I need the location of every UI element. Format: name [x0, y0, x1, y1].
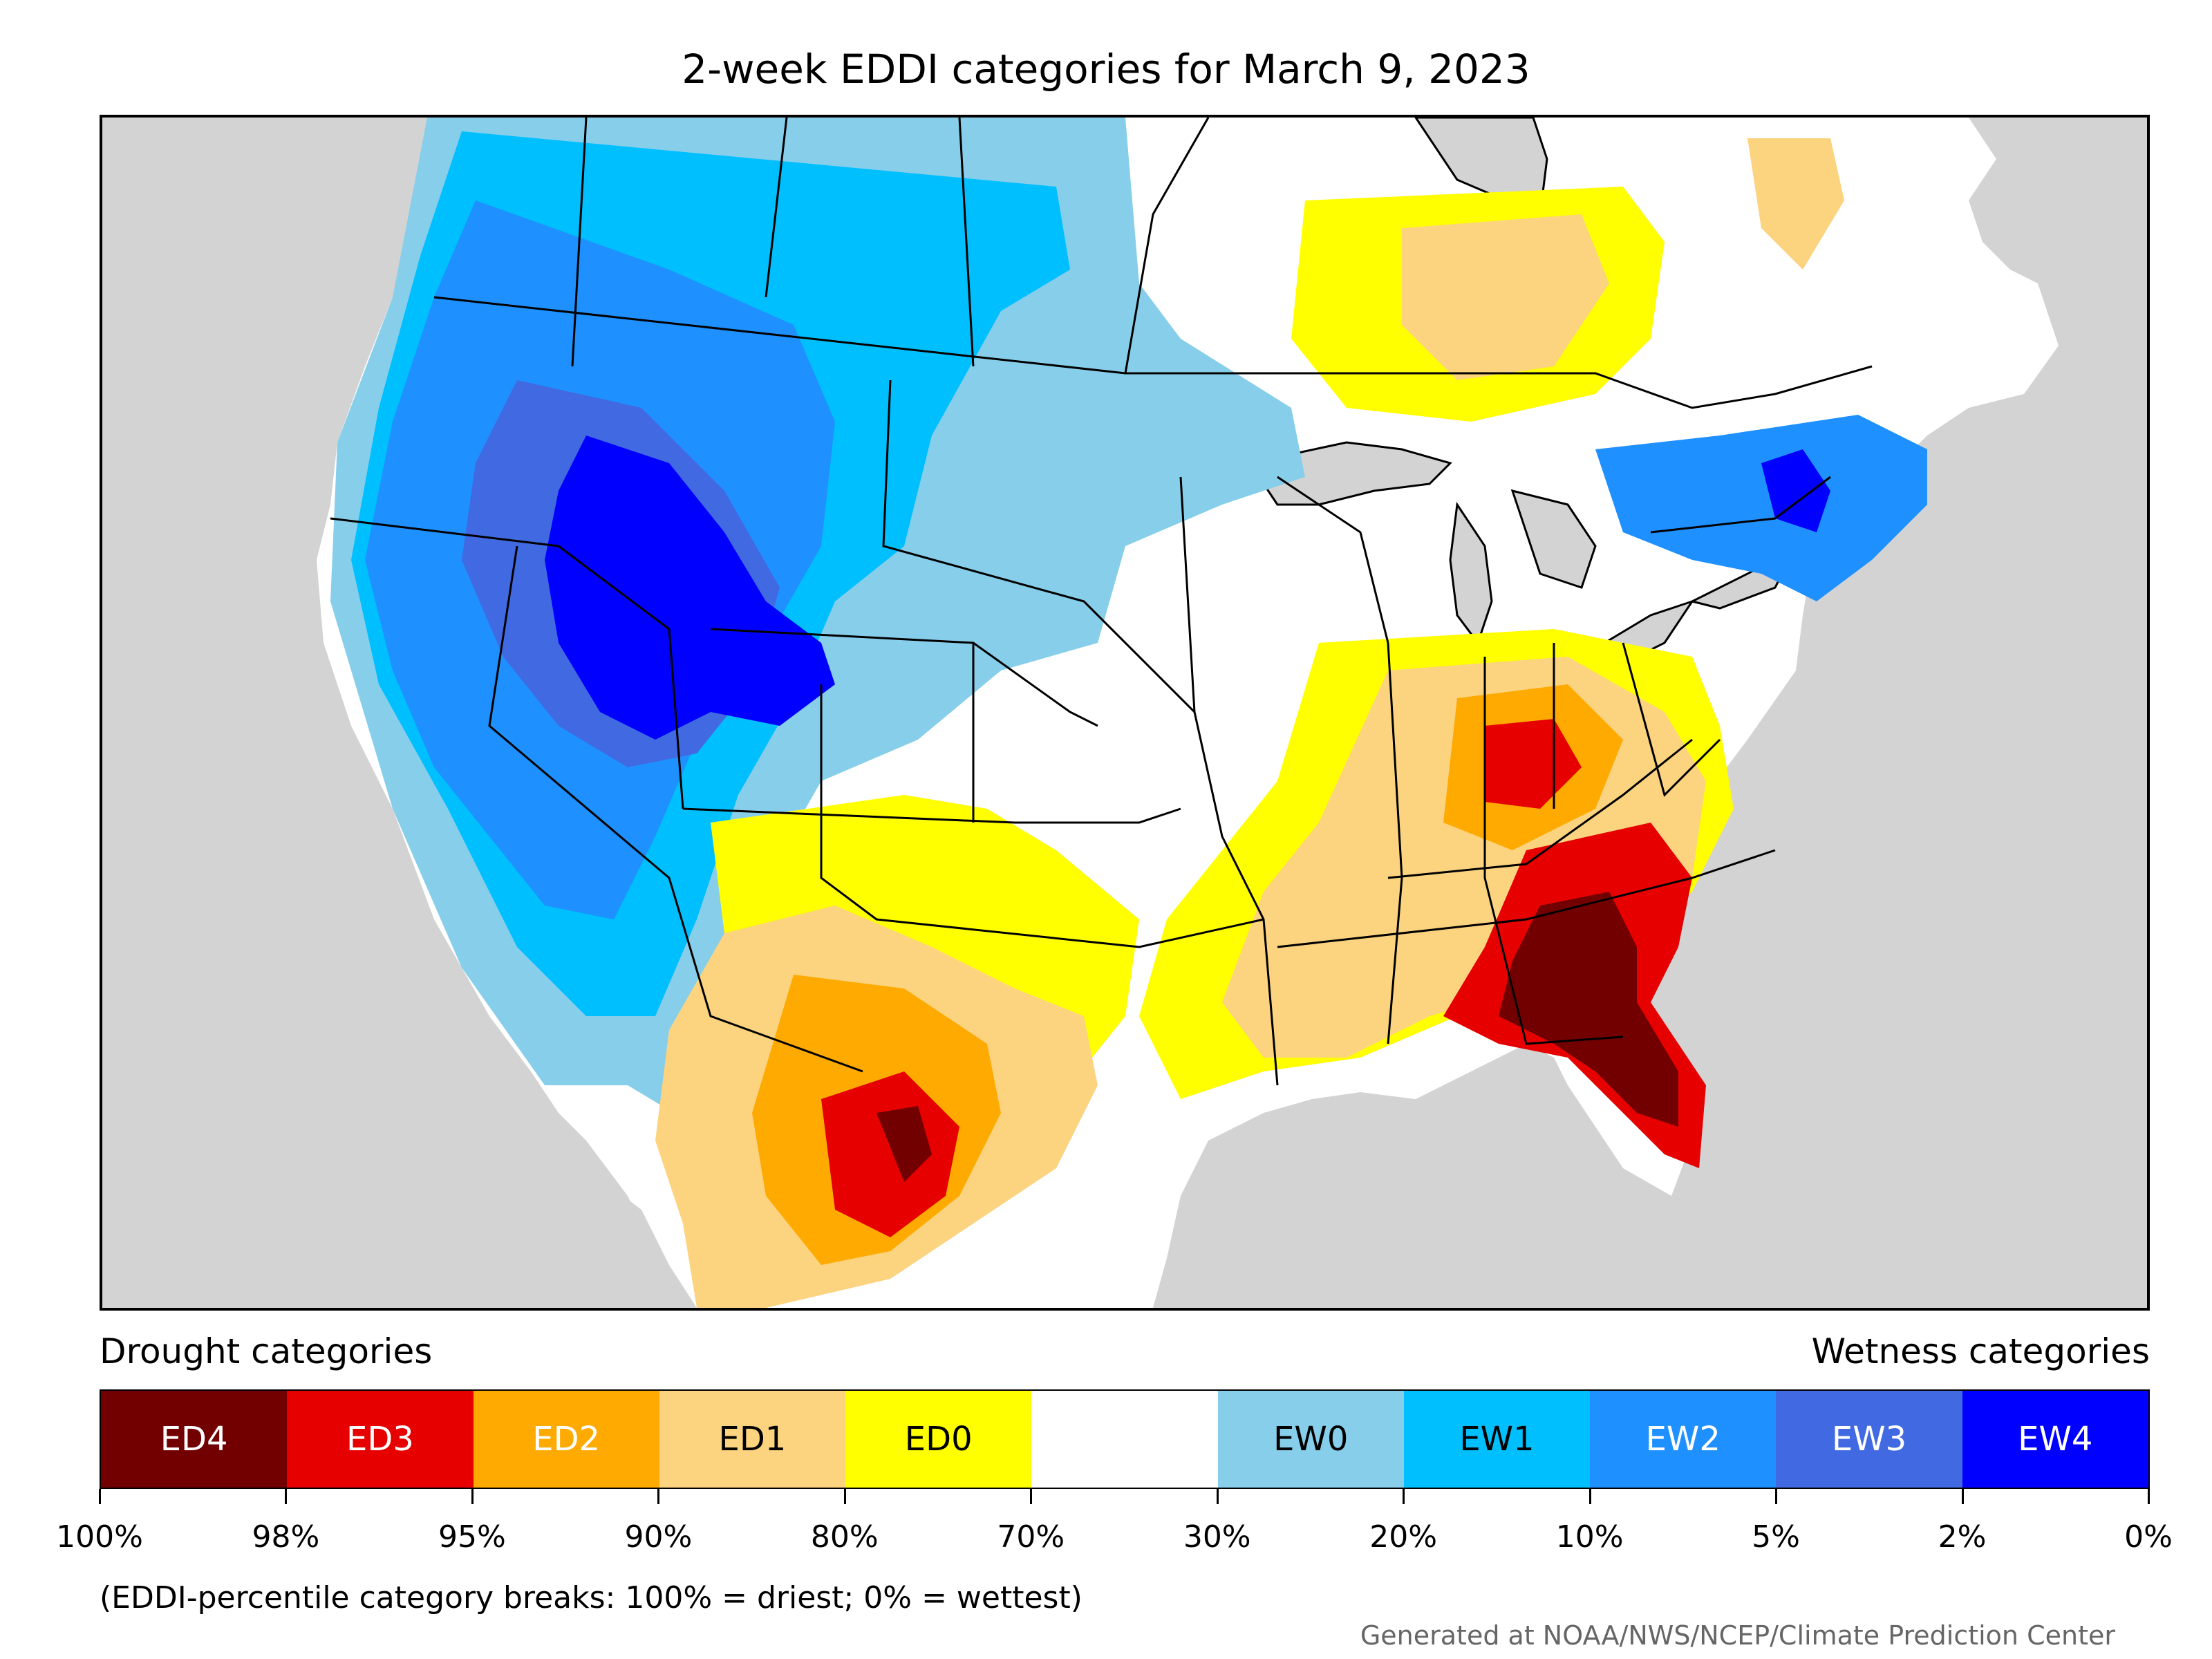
category-swatch-ed4: ED4: [101, 1391, 288, 1488]
category-colorbar: ED4 ED3 ED2 ED1 ED0 EW0 EW1 EW2 EW3 EW4: [100, 1389, 2150, 1489]
colorbar-tick-label: 90%: [624, 1519, 693, 1555]
footnote: (EDDI-percentile category breaks: 100% =…: [100, 1580, 1082, 1615]
drought-areas: [655, 138, 1844, 1308]
colorbar-tick: [2148, 1489, 2150, 1504]
wetness-areas: [330, 118, 1927, 1127]
colorbar-tick-label: 100%: [56, 1519, 143, 1555]
colorbar-tick: [285, 1489, 288, 1504]
drought-categories-heading: Drought categories: [100, 1331, 433, 1371]
colorbar-tick-label: 30%: [1183, 1519, 1251, 1555]
category-swatch-normal: [1031, 1391, 1218, 1488]
colorbar-tick: [1775, 1489, 1778, 1504]
colorbar-tick-label: 95%: [438, 1519, 506, 1555]
colorbar-tick-label: 70%: [997, 1519, 1065, 1555]
category-swatch-ew1: EW1: [1403, 1391, 1591, 1488]
colorbar-tick: [843, 1489, 846, 1504]
category-swatch-ew4: EW4: [1962, 1391, 2148, 1488]
colorbar-tick-label: 5%: [1752, 1519, 1800, 1555]
political-borders: [330, 118, 1873, 1086]
category-swatch-ew0: EW0: [1217, 1391, 1404, 1488]
colorbar-tick-label: 80%: [810, 1519, 879, 1555]
gulf-of-california: [489, 1030, 655, 1258]
category-swatch-ed3: ED3: [287, 1391, 474, 1488]
colorbar-tick-label: 98%: [252, 1519, 320, 1555]
colorbar-tick: [1216, 1489, 1219, 1504]
colorbar-tick: [1961, 1489, 1964, 1504]
colorbar-tick: [471, 1489, 474, 1504]
colorbar-tick: [99, 1489, 101, 1504]
category-swatch-ew2: EW2: [1590, 1391, 1777, 1488]
colorbar-ticks: [99, 1489, 2150, 1517]
map-canvas: [317, 118, 2059, 1308]
eddi-map: [100, 115, 2150, 1311]
colorbar-tick-label: 20%: [1369, 1519, 1438, 1555]
category-swatch-ed0: ED0: [845, 1391, 1032, 1488]
colorbar-tick: [1030, 1489, 1033, 1504]
category-swatch-ew3: EW3: [1776, 1391, 1962, 1488]
colorbar-tick: [1588, 1489, 1591, 1504]
colorbar-tick-label: 10%: [1555, 1519, 1624, 1555]
chart-title: 2-week EDDI categories for March 9, 2023: [682, 46, 1530, 93]
wetness-categories-heading: Wetness categories: [1811, 1331, 2150, 1371]
colorbar-tick: [1403, 1489, 1405, 1504]
colorbar-tick-label: 2%: [1938, 1519, 1987, 1555]
category-swatch-ed1: ED1: [659, 1391, 846, 1488]
colorbar-tick: [657, 1489, 660, 1504]
credit-line: Generated at NOAA/NWS/NCEP/Climate Predi…: [1360, 1620, 2115, 1651]
category-swatch-ed2: ED2: [473, 1391, 659, 1488]
colorbar-tick-label: 0%: [2124, 1519, 2173, 1555]
